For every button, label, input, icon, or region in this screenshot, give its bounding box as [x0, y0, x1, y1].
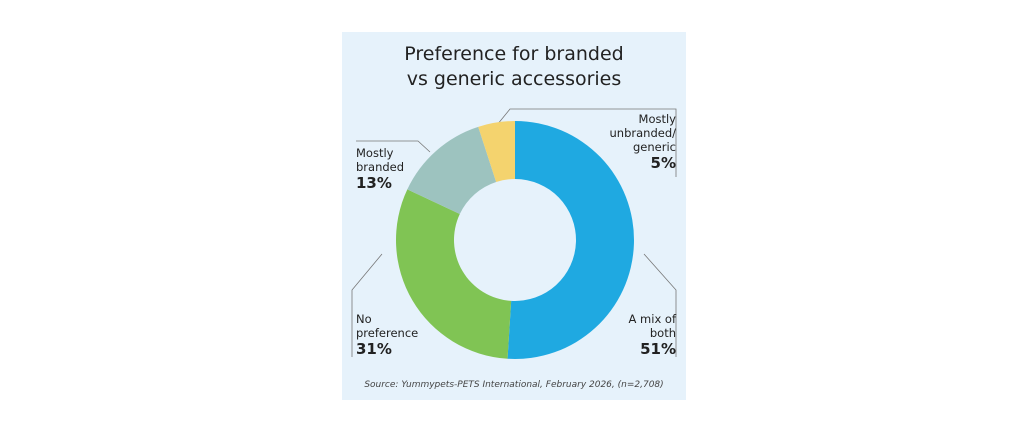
category-name: A mix of both — [628, 312, 676, 340]
category-name: Mostly unbranded/ generic — [609, 112, 677, 154]
slice-label: A mix of both 51% — [616, 312, 676, 358]
slice-label: Mostly branded 13% — [356, 146, 421, 192]
leader-line — [356, 140, 431, 153]
value-label: 31% — [356, 340, 392, 358]
slice-label: Mostly unbranded/ generic 5% — [586, 112, 677, 172]
donut-slice — [507, 121, 635, 359]
source-note: Source: Yummypets-PETS International, Fe… — [364, 380, 664, 390]
donut-slice — [407, 126, 497, 215]
leader-line — [496, 108, 677, 177]
value-label: 13% — [356, 174, 392, 192]
donut-slice — [396, 189, 512, 359]
leader-line — [643, 253, 677, 357]
slice-label: No preference 31% — [356, 312, 431, 358]
chart-title: Preference for branded vs generic access… — [404, 43, 624, 90]
chart — [351, 108, 677, 359]
leader-line — [351, 253, 383, 357]
leader-lines — [351, 108, 677, 357]
category-name: No preference — [356, 312, 419, 340]
chart-panel: Preference for branded vs generic access… — [342, 32, 686, 400]
value-label: 51% — [640, 340, 676, 358]
category-name: Mostly branded — [356, 146, 405, 174]
donut-slice — [478, 121, 515, 182]
value-label: 5% — [650, 154, 676, 172]
